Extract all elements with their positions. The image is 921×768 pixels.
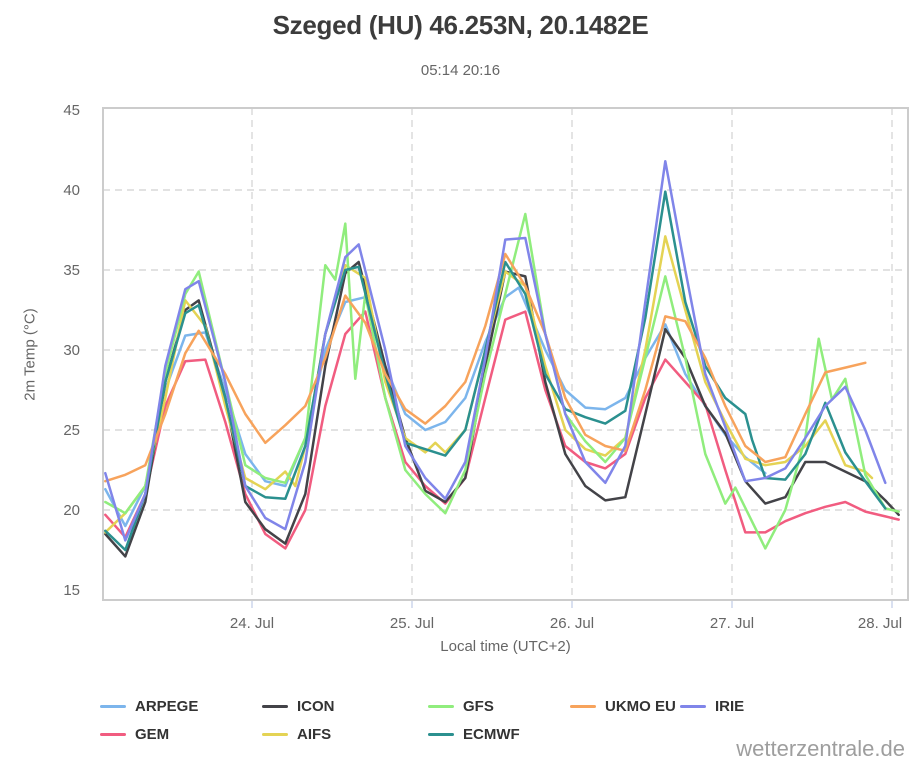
legend-label: ARPEGE — [135, 697, 199, 715]
y-tick-label: 20 — [63, 502, 80, 519]
legend-swatch — [262, 704, 288, 708]
x-tick-label: 27. Jul — [710, 615, 754, 632]
legend-item-gfs[interactable]: GFS — [428, 696, 494, 716]
legend-item-ukmo-eu[interactable]: UKMO EU — [570, 696, 676, 716]
chart-title: Szeged (HU) 46.253N, 20.1482E — [272, 10, 649, 40]
legend-item-arpege[interactable]: ARPEGE — [100, 696, 198, 716]
temperature-chart: 24. Jul 25. Jul 26. Jul 27. Jul 28. Jul 15 20 2… — [63, 102, 909, 632]
legend-label: ICON — [297, 697, 335, 715]
legend-item-aifs[interactable]: AIFS — [262, 724, 331, 744]
legend-item-ecmwf[interactable]: ECMWF — [428, 724, 520, 744]
legend-item-gem[interactable]: GEM — [100, 724, 169, 744]
legend-label: UKMO EU — [605, 697, 676, 715]
chart-subtitle: 05:14 20:16 — [420, 62, 501, 79]
x-tick-label: 24. Jul — [230, 615, 274, 632]
legend-swatch — [428, 704, 454, 708]
series-line-ukmo-eu[interactable] — [104, 252, 867, 483]
x-axis-title: Local time (UTC+2) — [440, 638, 571, 655]
x-tick-label: 25. Jul — [390, 615, 434, 632]
series-line-irie[interactable] — [104, 159, 887, 542]
series-line-gfs[interactable] — [104, 212, 900, 550]
legend-swatch — [100, 732, 126, 736]
legend-swatch — [570, 704, 596, 708]
legend-swatch — [262, 732, 288, 736]
y-tick-label: 40 — [63, 182, 80, 199]
legend-item-icon[interactable]: ICON — [262, 696, 335, 716]
legend-label: IRIE — [715, 697, 745, 715]
watermark: wetterzentrale.de — [736, 736, 905, 761]
y-tick-label: 45 — [63, 102, 80, 119]
plot-border — [102, 107, 909, 601]
legend-swatch — [428, 732, 454, 736]
y-axis-title: 2m Temp (°C) — [21, 308, 39, 401]
legend-label: AIFS — [297, 725, 332, 743]
legend-label: GEM — [135, 725, 170, 743]
y-tick-label: 30 — [63, 342, 80, 359]
legend-label: GFS — [463, 697, 494, 715]
x-tick-label: 28. Jul — [858, 615, 902, 632]
legend-swatch — [680, 704, 706, 708]
y-tick-label: 15 — [63, 582, 80, 599]
legend-item-irie[interactable]: IRIE — [680, 696, 744, 716]
x-tick-label: 26. Jul — [550, 615, 594, 632]
legend-label: ECMWF — [463, 725, 520, 743]
y-tick-label: 25 — [63, 422, 80, 439]
legend-swatch — [100, 704, 126, 708]
y-tick-label: 35 — [63, 262, 80, 279]
